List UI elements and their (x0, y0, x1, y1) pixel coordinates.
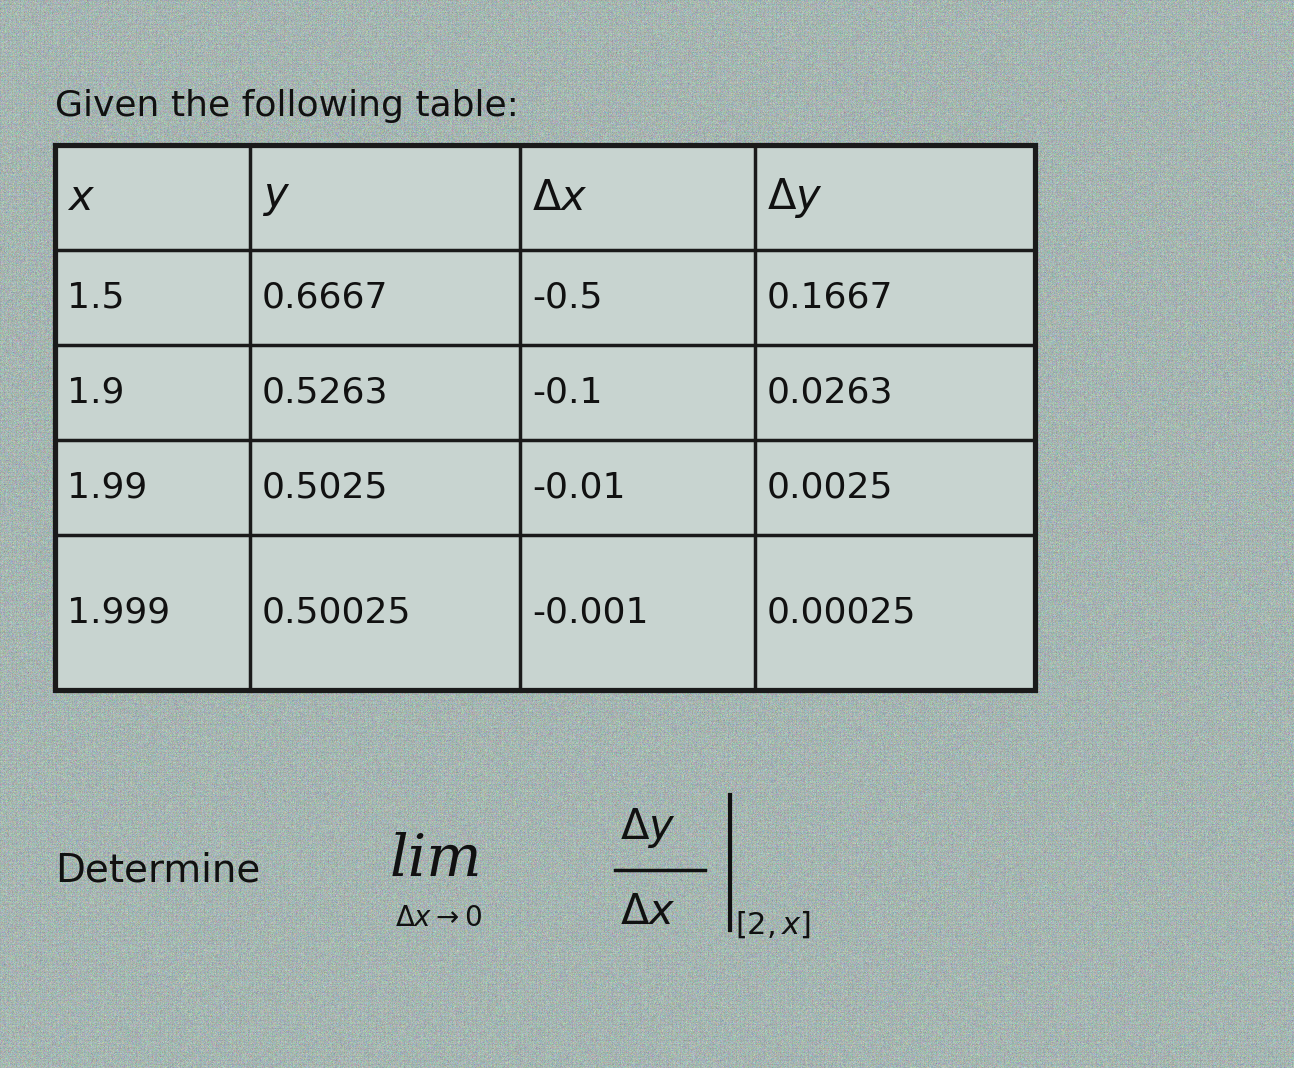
Bar (520, 535, 754, 690)
Text: 0.5263: 0.5263 (261, 376, 388, 409)
Bar (250, 345, 520, 440)
Text: $[2, x]$: $[2, x]$ (735, 910, 811, 940)
Bar (56, 535, 250, 690)
Bar (56, 440, 250, 535)
Text: 0.6667: 0.6667 (261, 281, 388, 314)
Text: 0.5025: 0.5025 (261, 471, 388, 504)
Bar (56, 145, 1035, 690)
Text: $\Delta x \rightarrow 0$: $\Delta x \rightarrow 0$ (395, 904, 483, 932)
Text: -0.1: -0.1 (532, 376, 603, 409)
Text: -0.01: -0.01 (532, 471, 625, 504)
Bar (56, 250, 250, 345)
Text: $\Delta x$: $\Delta x$ (532, 176, 587, 219)
Text: $\Delta y$: $\Delta y$ (767, 175, 823, 220)
Bar (754, 345, 1035, 440)
Text: 1.9: 1.9 (67, 376, 124, 409)
Text: -0.001: -0.001 (532, 596, 648, 629)
Text: Determine: Determine (56, 851, 260, 889)
Bar (754, 535, 1035, 690)
Text: Given the following table:: Given the following table: (56, 89, 519, 123)
Bar (56, 145, 250, 250)
Text: lim: lim (389, 832, 483, 889)
Bar (250, 535, 520, 690)
Text: $y$: $y$ (261, 176, 290, 219)
Bar (754, 145, 1035, 250)
Bar (250, 250, 520, 345)
Bar (56, 345, 250, 440)
Text: $\Delta x$: $\Delta x$ (620, 891, 675, 933)
Text: 1.999: 1.999 (67, 596, 170, 629)
Text: 0.0263: 0.0263 (767, 376, 893, 409)
Text: $\Delta y$: $\Delta y$ (620, 806, 675, 850)
Text: 0.00025: 0.00025 (767, 596, 916, 629)
Bar (754, 250, 1035, 345)
Bar (520, 250, 754, 345)
Bar (520, 345, 754, 440)
Bar (250, 145, 520, 250)
Bar (250, 440, 520, 535)
Text: $x$: $x$ (67, 176, 94, 219)
Text: 0.1667: 0.1667 (767, 281, 893, 314)
Text: 1.99: 1.99 (67, 471, 148, 504)
Bar (520, 145, 754, 250)
Text: -0.5: -0.5 (532, 281, 603, 314)
Text: 0.50025: 0.50025 (261, 596, 411, 629)
Bar (754, 440, 1035, 535)
Text: 0.0025: 0.0025 (767, 471, 893, 504)
Text: 1.5: 1.5 (67, 281, 124, 314)
Bar (520, 440, 754, 535)
